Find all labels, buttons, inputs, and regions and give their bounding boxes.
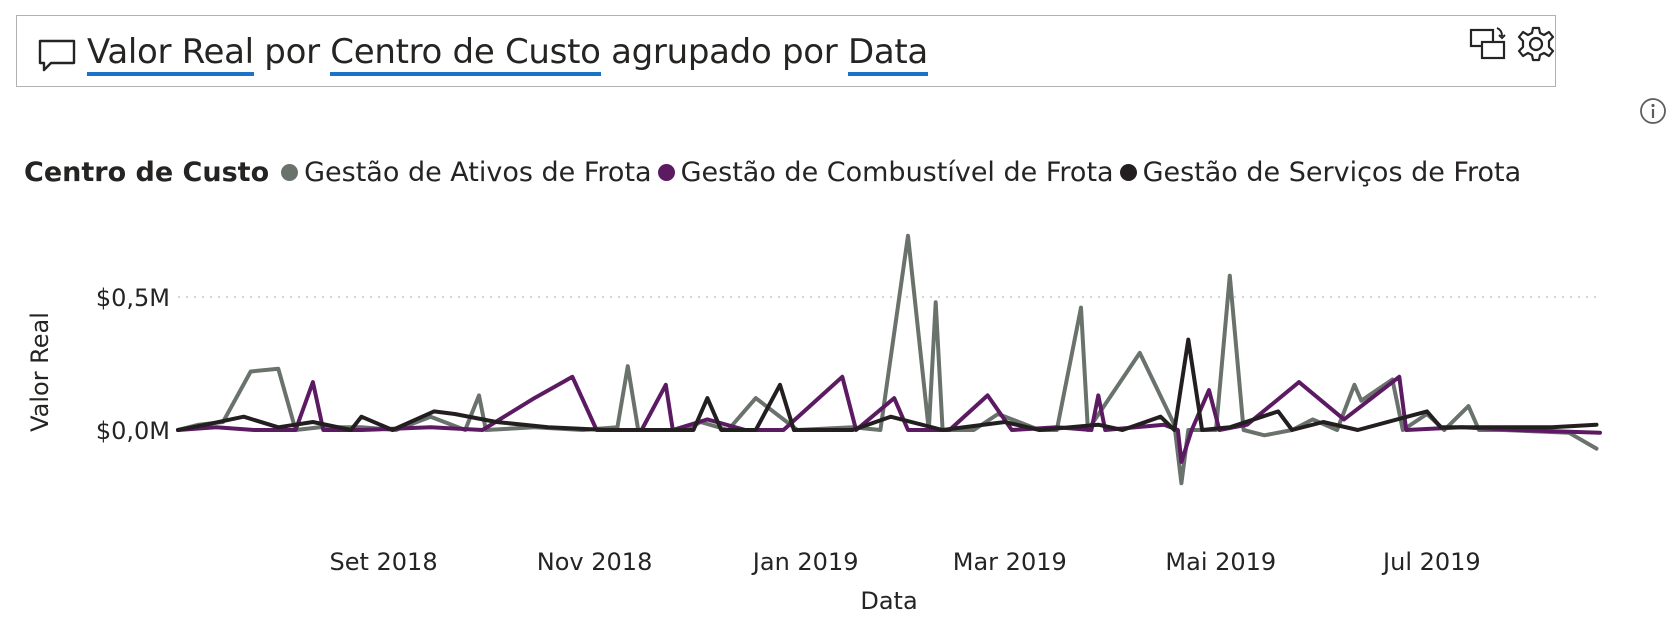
legend-title: Centro de Custo xyxy=(24,157,270,188)
x-tick-label: Jul 2019 xyxy=(1381,548,1481,576)
x-tick-label: Mai 2019 xyxy=(1165,548,1276,576)
qa-text-part: por xyxy=(253,32,331,72)
series-line xyxy=(176,337,1599,432)
x-tick-label: Mar 2019 xyxy=(953,548,1067,576)
x-tick-label: Nov 2018 xyxy=(537,548,653,576)
qa-question-box[interactable]: Valor Real por Centro de Custo agrupado … xyxy=(16,15,1556,87)
x-tick-label: Set 2018 xyxy=(329,548,437,576)
legend-item[interactable]: Gestão de Ativos de Frota xyxy=(281,157,652,188)
legend-label: Gestão de Combustível de Frota xyxy=(680,157,1114,188)
qa-term[interactable]: Valor Real xyxy=(87,32,254,76)
legend-label: Gestão de Serviços de Frota xyxy=(1142,157,1522,188)
qa-question-text[interactable]: Valor Real por Centro de Custo agrupado … xyxy=(87,30,928,76)
legend-marker xyxy=(281,164,299,181)
switch-visual-icon[interactable] xyxy=(1466,22,1510,66)
legend-marker xyxy=(1119,164,1137,181)
qa-text-part: agrupado por xyxy=(600,32,848,72)
y-axis-title: Valor Real xyxy=(26,312,54,432)
legend-label: Gestão de Ativos de Frota xyxy=(304,157,652,188)
chart-legend: Centro de Custo Gestão de Ativos de Frot… xyxy=(24,157,1527,188)
legend-item[interactable]: Gestão de Serviços de Frota xyxy=(1119,157,1522,188)
info-icon[interactable] xyxy=(1638,96,1668,126)
y-tick-label: $0,5M xyxy=(96,284,170,312)
legend-item[interactable]: Gestão de Combustível de Frota xyxy=(657,157,1114,188)
series-line xyxy=(176,233,1599,486)
series-line xyxy=(176,374,1602,464)
gear-icon[interactable] xyxy=(1514,22,1558,66)
qa-term[interactable]: Centro de Custo xyxy=(330,32,601,76)
x-axis-title: Data xyxy=(860,587,917,615)
comment-icon xyxy=(37,38,77,74)
legend-marker xyxy=(657,164,675,181)
x-tick-label: Jan 2019 xyxy=(751,548,859,576)
y-tick-label: $0,0M xyxy=(96,417,170,445)
qa-term[interactable]: Data xyxy=(847,32,928,76)
